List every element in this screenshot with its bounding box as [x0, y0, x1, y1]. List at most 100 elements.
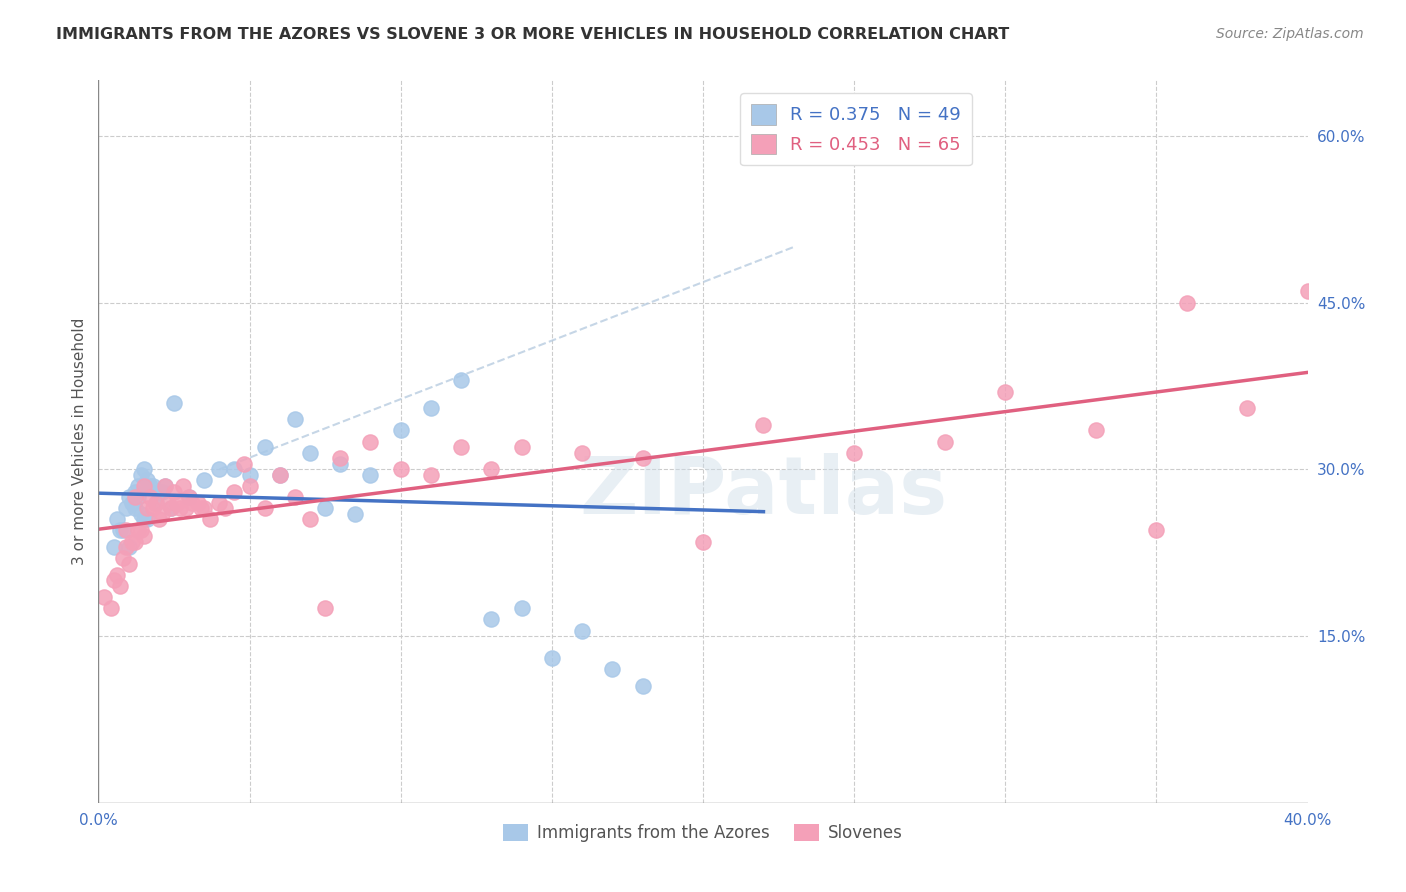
Point — [163, 484, 186, 499]
Point — [174, 501, 197, 516]
Point — [139, 479, 162, 493]
Point — [179, 490, 201, 504]
Point — [360, 467, 382, 482]
Point — [571, 445, 593, 459]
Point — [124, 534, 146, 549]
Point — [105, 568, 128, 582]
Point — [121, 534, 143, 549]
Point — [224, 462, 246, 476]
Point — [239, 467, 262, 482]
Point — [692, 534, 714, 549]
Point — [127, 490, 149, 504]
Point — [269, 467, 291, 482]
Point — [127, 479, 149, 493]
Point — [299, 445, 322, 459]
Point — [150, 507, 173, 521]
Point — [1144, 524, 1167, 538]
Point — [145, 496, 167, 510]
Point — [103, 540, 125, 554]
Point — [139, 490, 162, 504]
Point — [510, 601, 533, 615]
Point — [145, 496, 167, 510]
Point — [299, 512, 322, 526]
Point — [142, 479, 165, 493]
Point — [108, 579, 131, 593]
Point — [148, 484, 170, 499]
Point — [540, 651, 562, 665]
Point — [284, 490, 307, 504]
Point — [132, 529, 155, 543]
Point — [844, 445, 866, 459]
Point — [314, 501, 336, 516]
Point — [253, 501, 276, 516]
Point — [510, 440, 533, 454]
Point — [420, 467, 443, 482]
Point — [129, 524, 152, 538]
Point — [132, 479, 155, 493]
Point — [934, 434, 956, 449]
Point — [360, 434, 382, 449]
Point — [163, 395, 186, 409]
Point — [239, 479, 262, 493]
Point — [208, 462, 231, 476]
Point — [118, 540, 141, 554]
Point — [994, 384, 1017, 399]
Point — [129, 467, 152, 482]
Point — [450, 440, 472, 454]
Point — [100, 601, 122, 615]
Legend: Immigrants from the Azores, Slovenes: Immigrants from the Azores, Slovenes — [496, 817, 910, 848]
Text: IMMIGRANTS FROM THE AZORES VS SLOVENE 3 OR MORE VEHICLES IN HOUSEHOLD CORRELATIO: IMMIGRANTS FROM THE AZORES VS SLOVENE 3 … — [56, 27, 1010, 42]
Point — [602, 662, 624, 676]
Point — [232, 457, 254, 471]
Point — [389, 462, 412, 476]
Point — [190, 501, 212, 516]
Y-axis label: 3 or more Vehicles in Household: 3 or more Vehicles in Household — [72, 318, 87, 566]
Point — [481, 462, 503, 476]
Point — [111, 551, 134, 566]
Point — [208, 496, 231, 510]
Point — [135, 501, 157, 516]
Point — [571, 624, 593, 638]
Text: ZIPatlas: ZIPatlas — [579, 453, 948, 531]
Point — [269, 467, 291, 482]
Point — [214, 501, 236, 516]
Point — [193, 501, 215, 516]
Point — [160, 501, 183, 516]
Point — [153, 479, 176, 493]
Point — [1236, 401, 1258, 416]
Point — [121, 496, 143, 510]
Point — [631, 679, 654, 693]
Point — [389, 424, 412, 438]
Point — [193, 474, 215, 488]
Point — [253, 440, 276, 454]
Point — [148, 512, 170, 526]
Point — [344, 507, 367, 521]
Point — [108, 524, 131, 538]
Point — [1296, 285, 1319, 299]
Point — [172, 479, 194, 493]
Point — [481, 612, 503, 626]
Point — [420, 401, 443, 416]
Point — [329, 457, 352, 471]
Point — [631, 451, 654, 466]
Point — [114, 540, 136, 554]
Point — [160, 501, 183, 516]
Point — [127, 524, 149, 538]
Point — [752, 417, 775, 432]
Text: Source: ZipAtlas.com: Source: ZipAtlas.com — [1216, 27, 1364, 41]
Point — [314, 601, 336, 615]
Point — [114, 501, 136, 516]
Point — [135, 474, 157, 488]
Point — [132, 512, 155, 526]
Point — [181, 496, 204, 510]
Point — [153, 479, 176, 493]
Point — [93, 590, 115, 604]
Point — [124, 490, 146, 504]
Point — [187, 496, 209, 510]
Point — [150, 484, 173, 499]
Point — [105, 512, 128, 526]
Point — [132, 462, 155, 476]
Point — [329, 451, 352, 466]
Point — [179, 490, 201, 504]
Point — [142, 501, 165, 516]
